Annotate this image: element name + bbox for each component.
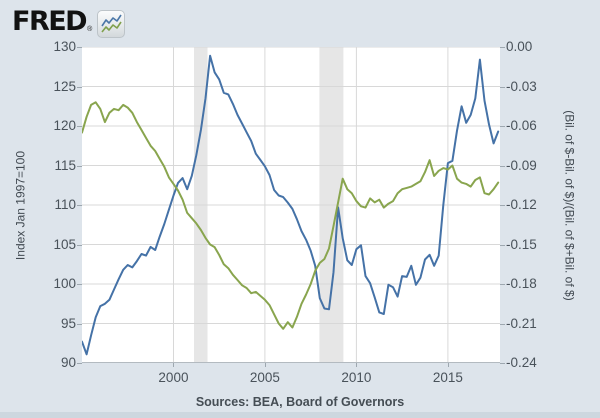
x-axis-tick-label: 2000 <box>158 370 189 385</box>
y-axis-tick-label-left: 110 <box>54 197 76 212</box>
y-axis-tick-mark-left <box>77 126 82 127</box>
y-axis-tick-label-right: -0.15 <box>506 236 537 252</box>
y-axis-tick-label-left: 90 <box>60 355 76 370</box>
y-axis-tick-label-left: 105 <box>53 236 76 252</box>
y-axis-tick-mark-left <box>77 323 82 325</box>
fred-logo[interactable]: FRED ® <box>12 6 126 38</box>
y-axis-tick-mark-left <box>77 244 82 246</box>
x-axis-tick-label: 2010 <box>341 370 372 385</box>
y-axis-tick-label-right: -0.03 <box>506 78 537 94</box>
fred-sparkline-icon <box>97 10 126 38</box>
y-axis-tick-mark-right <box>500 165 505 167</box>
y-axis-tick-mark-left <box>77 205 82 206</box>
y-axis-tick-label-right: -0.24 <box>506 355 537 370</box>
y-axis-tick-mark-right <box>500 47 505 48</box>
y-axis-tick-mark-right <box>500 284 505 285</box>
y-axis-tick-label-right: -0.21 <box>506 315 537 331</box>
y-axis-tick-label-left: 95 <box>60 315 76 331</box>
y-axis-tick-label-left: 100 <box>53 276 76 291</box>
y-axis-tick-mark-right <box>500 244 505 246</box>
fred-logo-text: FRED <box>12 6 88 37</box>
x-axis-tick-label: 2015 <box>432 370 463 385</box>
y-axis-tick-mark-left <box>77 47 82 48</box>
y-axis-tick-mark-left <box>77 86 82 88</box>
y-axis-tick-mark-right <box>500 363 505 364</box>
source-note: Sources: BEA, Board of Governors <box>195 395 405 409</box>
y-axis-tick-label-right: 0.00 <box>506 39 533 54</box>
y-axis-tick-mark-left <box>77 165 82 167</box>
x-axis-tick-mark <box>173 363 175 367</box>
y-axis-tick-mark-right <box>500 323 505 325</box>
bottom-edge-strip <box>0 412 600 418</box>
left-axis-title: Index Jan 1997=100 <box>13 150 28 261</box>
x-axis-tick-mark <box>356 363 358 367</box>
x-axis-tick-mark <box>264 363 266 367</box>
y-axis-tick-mark-right <box>500 126 505 127</box>
y-axis-tick-label-left: 115 <box>54 157 76 173</box>
registered-mark: ® <box>87 26 93 33</box>
series-line-green_series[interactable] <box>82 101 500 330</box>
x-axis-tick-label: 2005 <box>249 370 280 385</box>
y-axis-tick-mark-left <box>77 363 82 364</box>
y-axis-tick-mark-right <box>500 205 505 206</box>
y-axis-tick-label-right: -0.09 <box>506 157 537 173</box>
y-axis-tick-label-left: 120 <box>53 118 76 133</box>
y-axis-tick-mark-right <box>500 86 505 88</box>
series-line-blue_series[interactable] <box>82 54 500 356</box>
x-axis-tick-mark <box>447 363 449 367</box>
y-axis-tick-mark-left <box>77 284 82 285</box>
y-axis-tick-label-left: 130 <box>53 39 76 54</box>
y-axis-tick-label-right: -0.12 <box>506 197 537 212</box>
chart-plot-area[interactable] <box>82 47 500 363</box>
y-axis-tick-label-right: -0.06 <box>506 118 537 133</box>
y-axis-tick-label-left: 125 <box>53 78 76 94</box>
y-axis-tick-label-right: -0.18 <box>506 276 537 291</box>
